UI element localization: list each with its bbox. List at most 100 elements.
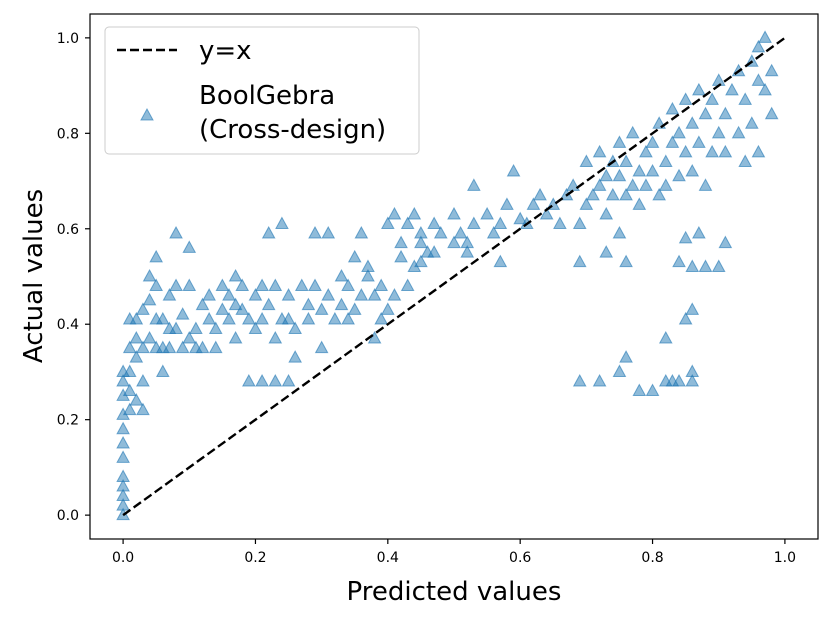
legend-line-label: y=x [199, 36, 252, 66]
scatter-point [572, 254, 587, 268]
scatter-point [639, 178, 653, 191]
scatter-point [288, 350, 303, 363]
scatter-point [731, 125, 746, 139]
scatter-point [619, 254, 633, 268]
scatter-point [685, 259, 700, 272]
scatter-point [314, 340, 329, 354]
scatter-point [361, 268, 375, 282]
scatter-point [493, 254, 508, 268]
scatter-point [599, 168, 614, 182]
scatter-point [195, 297, 210, 311]
scatter-point [400, 278, 415, 292]
scatter-point [652, 187, 667, 201]
scatter-point [367, 331, 382, 344]
scatter-point [116, 498, 130, 511]
scatter-point [718, 106, 733, 120]
identity-line [122, 36, 786, 517]
scatter-point [235, 302, 250, 315]
scatter-point [228, 268, 243, 282]
scatter-point [380, 216, 395, 229]
scatter-point [572, 373, 587, 387]
scatter-point [116, 421, 130, 435]
scatter-point [367, 288, 382, 301]
scatter-point [744, 116, 759, 129]
scatter-point [553, 216, 567, 229]
scatter-point [288, 321, 303, 334]
scatter-point [215, 278, 230, 292]
scatter-point [698, 259, 713, 272]
scatter-point [182, 240, 197, 253]
scatter-point [235, 278, 250, 292]
scatter-point [136, 373, 150, 387]
scatter-point [334, 297, 349, 311]
scatter-point [526, 197, 541, 210]
scatter-point [195, 340, 210, 354]
scatter-point [248, 321, 263, 334]
scatter-point [321, 226, 336, 239]
scatter-point [347, 302, 362, 315]
scatter-point [685, 373, 700, 387]
scatter-point [281, 373, 296, 387]
scatter-point [612, 135, 627, 148]
scatter-point [222, 288, 236, 301]
legend-triangle-marker [140, 107, 154, 121]
scatter-point [678, 144, 693, 158]
y-tick-label: 1.0 [57, 31, 79, 47]
scatter-point [268, 373, 283, 387]
scatter-point [142, 292, 157, 306]
scatter-point [533, 187, 547, 201]
x-tick-label: 0.0 [112, 550, 134, 566]
legend-box [104, 26, 420, 155]
scatter-point [308, 226, 322, 239]
scatter-point [116, 450, 130, 463]
scatter-point [698, 106, 713, 120]
scatter-point [718, 235, 733, 249]
legend-scatter-label-line-1: BoolGebra [199, 81, 335, 111]
scatter-point [513, 211, 528, 225]
scatter-point [751, 144, 766, 158]
scatter-point [678, 230, 693, 244]
x-tick-label: 0.6 [509, 550, 531, 566]
scatter-point [281, 288, 296, 301]
scatter-point [612, 364, 627, 377]
scatter-point [122, 383, 137, 397]
scatter-point [645, 163, 660, 177]
scatter-point [255, 278, 269, 292]
scatter-point [241, 373, 256, 387]
scatter-point [751, 73, 766, 86]
y-tick-label: 0.6 [57, 222, 79, 238]
scatter-point [255, 373, 269, 387]
scatter-point [539, 206, 554, 220]
plot-frame [89, 13, 819, 540]
scatter-point [334, 268, 349, 282]
scatter-point [433, 226, 448, 239]
scatter-point [314, 302, 329, 315]
scatter-point [261, 297, 276, 311]
scatter-point [605, 187, 620, 201]
scatter-point [645, 383, 660, 397]
scatter-point [228, 297, 243, 311]
scatter-point [142, 331, 157, 344]
scatter-point [632, 383, 647, 397]
scatter-point [639, 144, 653, 158]
scatter-point [407, 206, 422, 220]
scatter-point [625, 125, 640, 139]
scatter-point [751, 39, 766, 53]
legend: y=x BoolGebra (Cross-design) [104, 26, 420, 155]
scatter-point [122, 340, 137, 354]
scatter-point [248, 288, 263, 301]
scatter-point [275, 216, 289, 229]
scatter-point [678, 92, 693, 105]
scatter-point [599, 245, 614, 258]
scatter-point [764, 63, 779, 77]
scatter-point [427, 245, 441, 258]
scatter-point [347, 249, 362, 263]
scatter-point [414, 235, 428, 249]
scatter-point [632, 163, 647, 177]
scatter-point [301, 311, 316, 325]
scatter-point [175, 307, 190, 320]
scatter-point [592, 144, 607, 158]
scatter-point [480, 206, 494, 220]
scatter-point [387, 206, 402, 220]
